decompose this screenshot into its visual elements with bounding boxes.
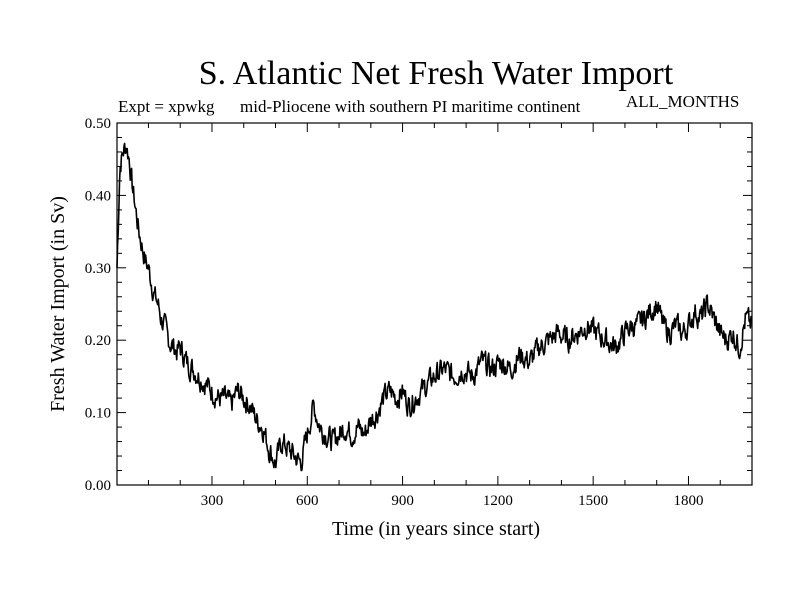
y-tick-label: 0.10 (85, 406, 111, 422)
series-line (116, 142, 753, 472)
x-tick-label: 300 (201, 493, 224, 509)
x-axis-label: Time (in years since start) (332, 518, 540, 540)
y-axis-label: Fresh Water Import (in Sv) (47, 196, 69, 412)
x-tick-label: 900 (391, 493, 414, 509)
x-tick-label: 1800 (673, 493, 703, 509)
x-tick-label: 600 (296, 493, 319, 509)
x-tick-label: 1500 (578, 493, 608, 509)
series-layer (116, 142, 753, 472)
y-tick-label: 0.40 (85, 188, 111, 204)
y-tick-label: 0.50 (85, 116, 111, 132)
experiment-label: Expt = xpwkg (118, 97, 215, 116)
y-tick-label: 0.20 (85, 333, 111, 349)
experiment-description: mid-Pliocene with southern PI maritime c… (240, 97, 581, 116)
x-tick-label: 1200 (483, 493, 513, 509)
months-label: ALL_MONTHS (626, 92, 739, 111)
y-tick-label: 0.30 (85, 261, 111, 277)
plot-frame (116, 122, 753, 486)
y-tick-label: 0.00 (85, 478, 111, 494)
chart-title: S. Atlantic Net Fresh Water Import (199, 55, 674, 92)
